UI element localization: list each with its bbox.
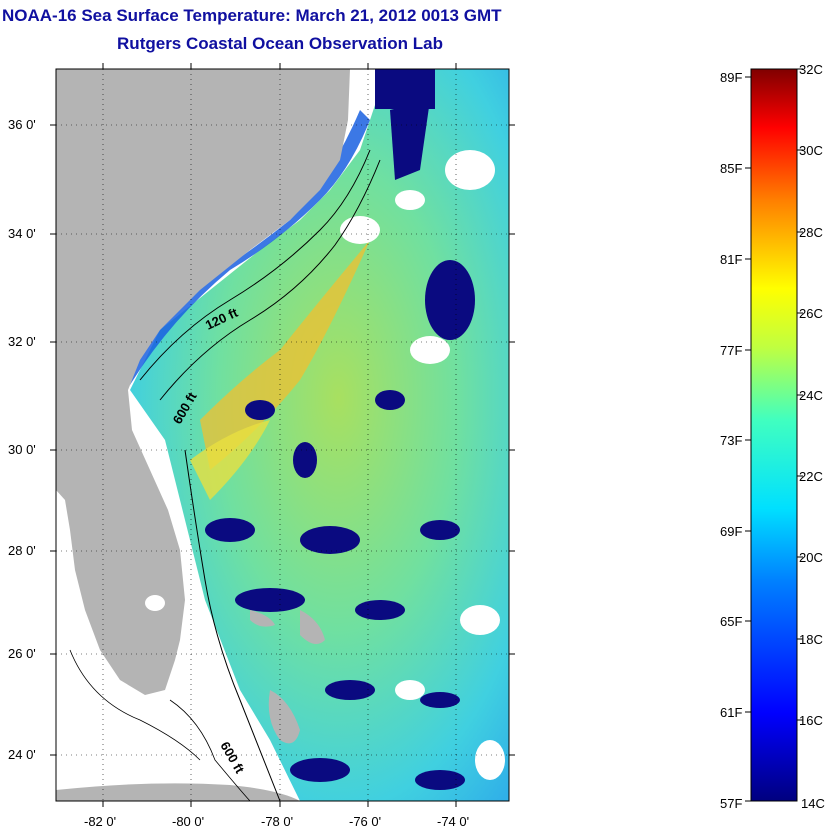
lat-label: 30 0' (8, 442, 36, 457)
colorbar-c-label: 30C (799, 143, 823, 158)
graticule (56, 69, 509, 801)
colorbar-f-label: 81F (720, 252, 743, 267)
cloud-patches (205, 69, 475, 790)
lat-label: 24 0' (8, 747, 36, 762)
colorbar-c-label: 16C (799, 713, 823, 728)
colorbar-c-label: 28C (799, 225, 823, 240)
colorbar-f-label: 65F (720, 614, 743, 629)
colorbar-f-label: 61F (720, 705, 743, 720)
lon-label: -82 0' (84, 814, 117, 829)
colorbar-f-label: 89F (720, 70, 743, 85)
lat-label: 26 0' (8, 646, 36, 661)
map-frame (55, 68, 510, 802)
contour-120ft (139, 149, 371, 381)
colorbar-c-label: 20C (799, 550, 823, 565)
gulf-stream (200, 240, 370, 470)
colorbar-f-label: 73F (720, 433, 743, 448)
colorbar-c-label: 14C (801, 796, 825, 811)
land-mainland (56, 69, 350, 695)
lat-label: 28 0' (8, 543, 36, 558)
contour-600ft (159, 159, 381, 401)
colorbar-c-label: 18C (799, 632, 823, 647)
colorbar-f-label: 77F (720, 343, 743, 358)
lon-label: -76 0' (349, 814, 382, 829)
no-data-patches (340, 150, 505, 780)
lat-label: 36 0' (8, 117, 36, 132)
map-title: NOAA-16 Sea Surface Temperature: March 2… (2, 6, 502, 25)
colorbar-c-label: 32C (799, 62, 823, 77)
map-subtitle: Rutgers Coastal Ocean Observation Lab (117, 34, 443, 53)
lon-label: -80 0' (172, 814, 205, 829)
map-ticks (50, 63, 515, 807)
map-area (56, 69, 509, 801)
lon-label: -74 0' (437, 814, 470, 829)
colorbar-c-label: 24C (799, 388, 823, 403)
land-bahamas (268, 690, 300, 744)
colorbar-c-label: 22C (799, 469, 823, 484)
land-cuba (56, 783, 300, 801)
sst-swath (130, 69, 509, 801)
lon-label: -78 0' (261, 814, 294, 829)
colorbar (750, 68, 798, 802)
colorbar-f-label: 69F (720, 524, 743, 539)
colorbar-f-label: 57F (720, 796, 743, 811)
colorbar-ticks (745, 68, 803, 802)
colorbar-c-label: 26C (799, 306, 823, 321)
colorbar-f-label: 85F (720, 161, 743, 176)
lat-label: 32 0' (8, 334, 36, 349)
lat-label: 34 0' (8, 226, 36, 241)
